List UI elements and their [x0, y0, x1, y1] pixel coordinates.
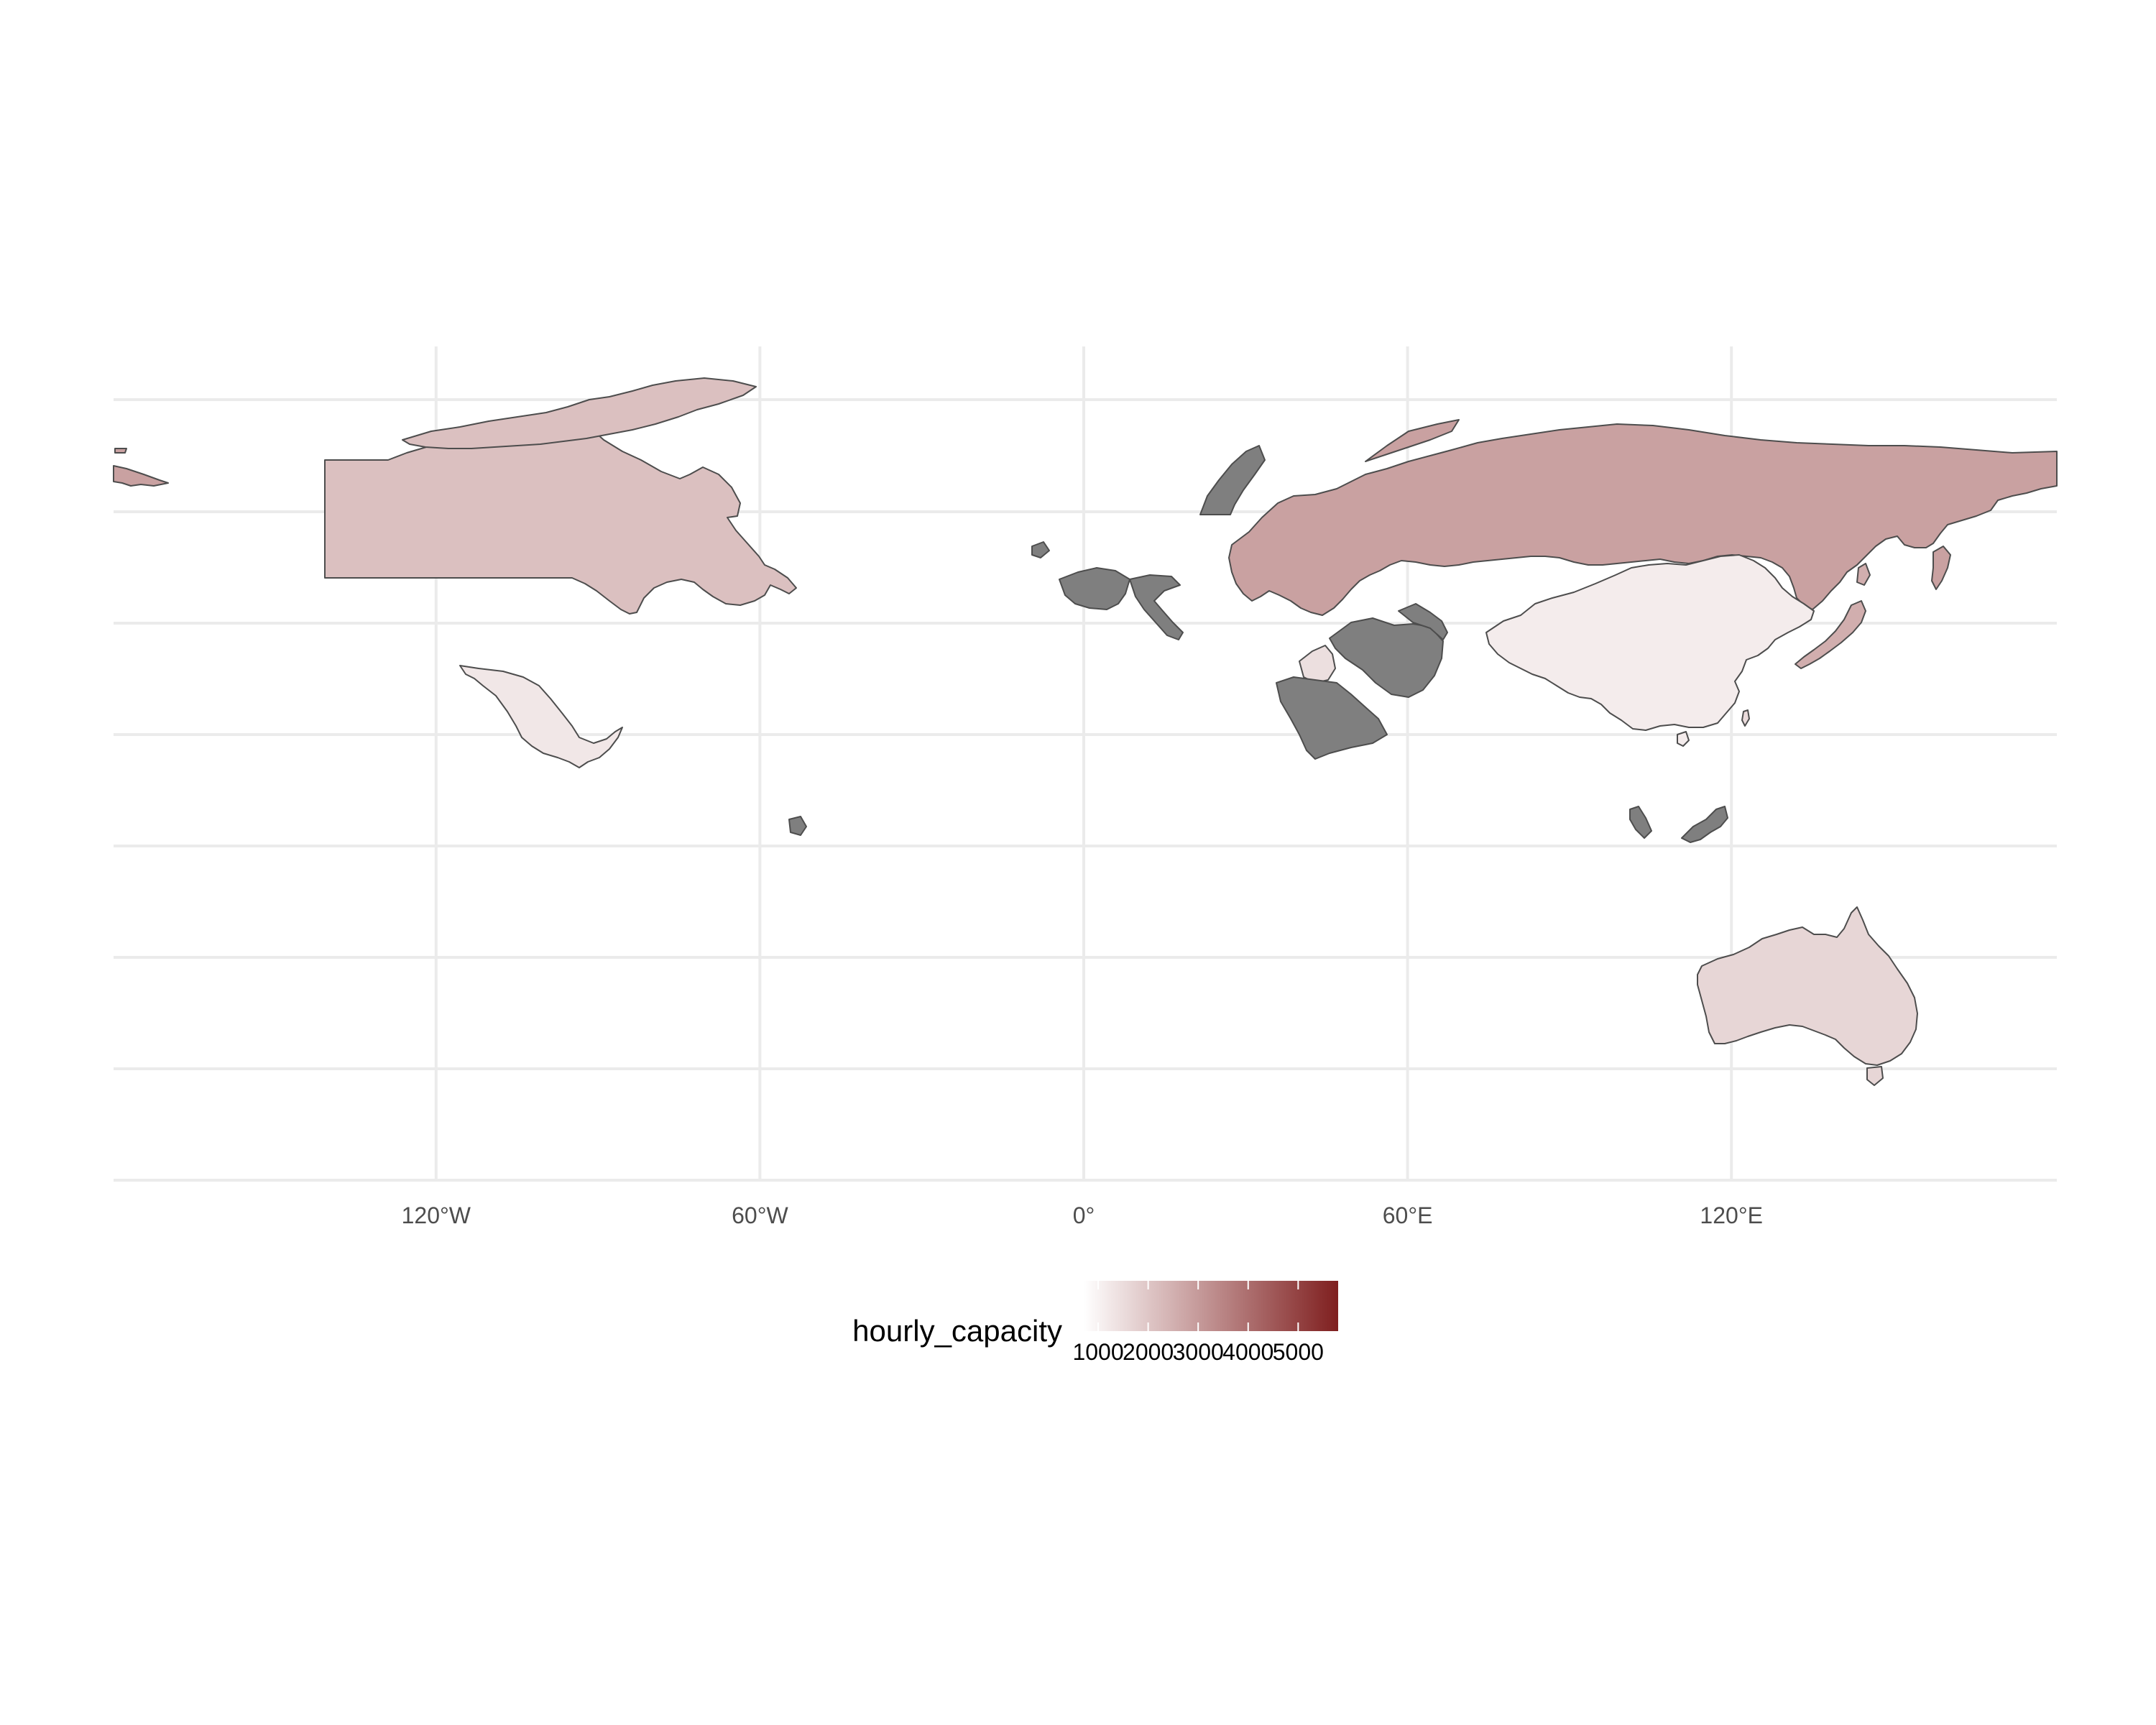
country-shape	[1276, 676, 1388, 760]
x-tick-label: 120°E	[1700, 1202, 1763, 1228]
country-shape	[1629, 806, 1652, 839]
x-tick-label: 60°W	[732, 1202, 788, 1228]
legend-tick-label: 5000	[1273, 1339, 1324, 1365]
country-shape	[1228, 423, 2058, 616]
country-shape	[114, 448, 127, 454]
country-shape	[1031, 541, 1050, 558]
country-shape	[1199, 445, 1266, 515]
legend-colorbar	[1084, 1281, 1338, 1331]
country-shape	[1795, 600, 1866, 669]
country-shape	[1398, 603, 1448, 640]
country-shape	[1329, 617, 1444, 698]
country-shape	[1866, 1066, 1884, 1086]
country-shape	[402, 377, 757, 449]
legend-tick-label: 2000	[1123, 1339, 1174, 1365]
country-shape	[788, 816, 807, 836]
country-shapes	[113, 377, 2058, 1086]
legend-tick-label: 3000	[1173, 1339, 1224, 1365]
country-shape	[1485, 554, 1815, 731]
x-tick-label: 60°E	[1383, 1202, 1433, 1228]
country-shape	[1677, 731, 1690, 747]
country-shape	[113, 465, 169, 487]
country-shape	[459, 665, 623, 768]
country-shape	[324, 423, 797, 615]
country-shape	[1299, 645, 1336, 684]
country-shape	[1931, 546, 1951, 590]
x-tick-label: 0°	[1073, 1202, 1095, 1228]
legend-tick-label: 4000	[1222, 1339, 1273, 1365]
country-shape	[1681, 806, 1728, 843]
country-shape	[1059, 567, 1130, 610]
country-shape	[1697, 906, 1918, 1066]
legend-title: hourly_capacity	[852, 1314, 1062, 1348]
x-tick-label: 120°W	[402, 1202, 471, 1228]
country-shape	[1365, 419, 1460, 462]
x-axis-tick-labels: 120°W 60°W 0° 60°E 120°E	[402, 1202, 1763, 1228]
country-shape	[1129, 574, 1184, 640]
country-shape	[1741, 709, 1750, 727]
legend-tick-label: 1000	[1072, 1339, 1123, 1365]
country-shape	[1856, 563, 1871, 586]
